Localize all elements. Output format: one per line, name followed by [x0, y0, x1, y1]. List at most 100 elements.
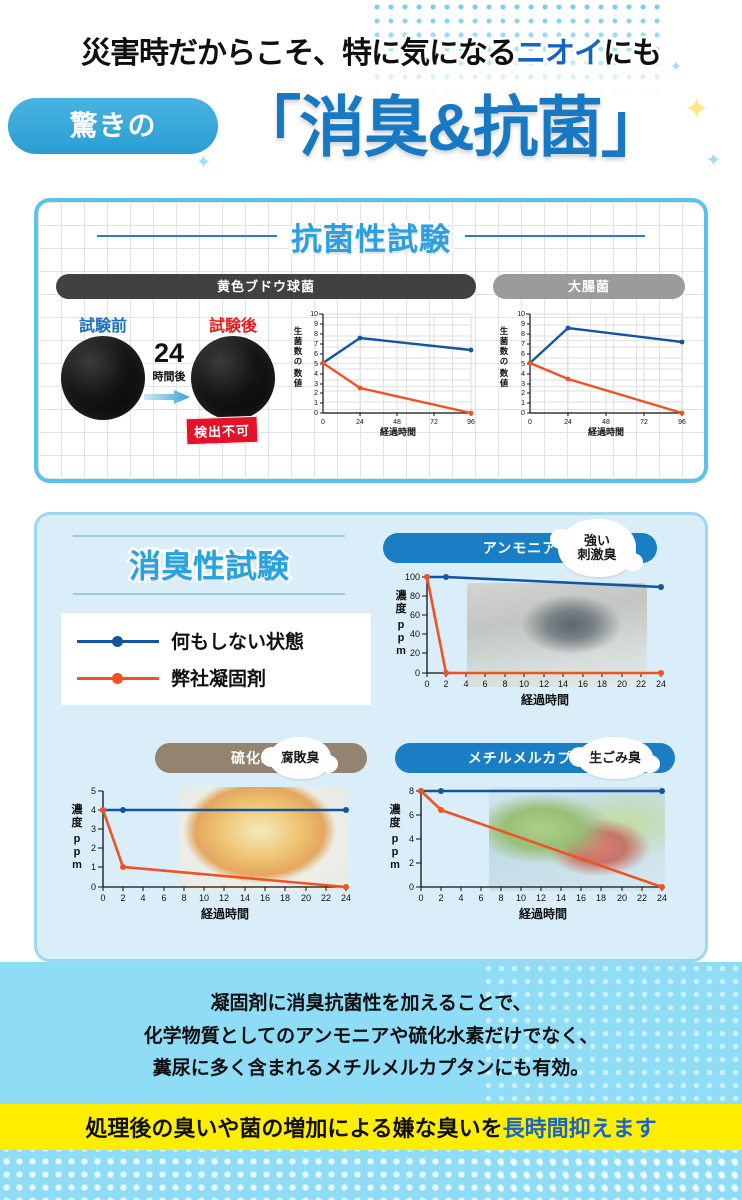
svg-text:p: p [74, 833, 81, 845]
elapsed-hours-unit: 時間後 [152, 371, 186, 383]
svg-text:9: 9 [521, 321, 525, 328]
svg-text:1: 1 [91, 862, 96, 872]
svg-text:0: 0 [415, 668, 420, 678]
svg-text:0: 0 [521, 410, 525, 417]
svg-text:24: 24 [341, 893, 351, 903]
summary-line-2: 化学物質としてのアンモニアや硫化水素だけでなく、 [143, 1025, 599, 1047]
svg-text:12: 12 [219, 893, 229, 903]
svg-text:生: 生 [500, 326, 509, 336]
svg-text:0: 0 [321, 419, 325, 426]
svg-text:22: 22 [637, 893, 647, 903]
sparkle-icon: ✦ [706, 150, 722, 170]
svg-text:0: 0 [100, 893, 105, 903]
petri-dish-before-image [61, 336, 145, 420]
svg-text:80: 80 [410, 591, 420, 601]
svg-text:濃: 濃 [390, 802, 402, 816]
svg-text:96: 96 [678, 419, 686, 426]
summary-text: 凝固剤に消臭抗菌性を加えることで、 化学物質としてのアンモニアや硫化水素だけでな… [0, 988, 742, 1086]
legend-line-icon [77, 635, 159, 647]
chart-legend: 何もしない状態 弊社凝固剤 [61, 613, 371, 705]
svg-text:14: 14 [240, 893, 250, 903]
divider-right [465, 235, 645, 237]
svg-text:2: 2 [409, 858, 414, 868]
svg-text:12: 12 [536, 893, 546, 903]
bottom-summary-area: 凝固剤に消臭抗菌性を加えることで、 化学物質としてのアンモニアや硫化水素だけでな… [0, 962, 742, 1200]
svg-text:6: 6 [409, 810, 414, 820]
svg-text:2: 2 [443, 679, 448, 689]
svg-text:20: 20 [617, 679, 627, 689]
svg-text:の: の [500, 356, 509, 366]
svg-text:10: 10 [310, 311, 318, 318]
bubble-line-2: 刺激臭 [577, 547, 617, 562]
petri-dish-after-image [191, 336, 275, 420]
svg-text:度: 度 [396, 601, 408, 615]
svg-text:6: 6 [478, 893, 483, 903]
svg-text:6: 6 [521, 351, 525, 358]
odoroki-pill: 驚きの [8, 98, 218, 154]
salad-photo [489, 787, 665, 891]
svg-text:数: 数 [294, 346, 303, 356]
svg-text:22: 22 [321, 893, 331, 903]
svg-text:8: 8 [521, 331, 525, 338]
svg-text:p: p [398, 632, 405, 644]
svg-text:4: 4 [409, 834, 414, 844]
svg-text:24: 24 [657, 893, 667, 903]
legend-item-product: 弊社凝固剤 [77, 664, 371, 691]
summary-line-1: 凝固剤に消臭抗菌性を加えることで、 [210, 993, 532, 1014]
svg-text:2: 2 [91, 843, 96, 853]
svg-text:0: 0 [424, 679, 429, 689]
svg-text:9: 9 [314, 321, 318, 328]
svg-text:7: 7 [314, 341, 318, 348]
svg-text:5: 5 [91, 786, 96, 796]
bubble-line-1: 強い [583, 532, 610, 548]
svg-text:72: 72 [640, 419, 648, 426]
svg-text:経過時間: 経過時間 [588, 426, 624, 437]
svg-text:経過時間: 経過時間 [519, 906, 567, 921]
arrow-right-icon [144, 390, 190, 404]
svg-text:3: 3 [314, 381, 318, 388]
svg-text:値: 値 [499, 378, 509, 388]
page-title: 「消臭&抗菌」 [231, 86, 671, 168]
legend-line-icon [77, 672, 159, 684]
svg-text:4: 4 [314, 371, 318, 378]
svg-text:1: 1 [314, 400, 318, 407]
headline-highlight: ニオイ [514, 35, 607, 73]
svg-text:2: 2 [120, 893, 125, 903]
svg-text:14: 14 [558, 679, 568, 689]
svg-text:8: 8 [181, 893, 186, 903]
methyl-mercaptan-odor-bubble: 生ごみ臭 [569, 737, 660, 779]
svg-text:8: 8 [314, 331, 318, 338]
svg-text:4: 4 [463, 679, 468, 689]
ammonia-odor-bubble: 強い 刺激臭 [550, 519, 643, 577]
svg-text:6: 6 [161, 893, 166, 903]
divider-left [97, 235, 277, 237]
svg-text:の: の [294, 356, 303, 366]
svg-text:14: 14 [556, 893, 566, 903]
svg-text:値: 値 [293, 378, 303, 388]
after-label: 試験後 [208, 318, 257, 335]
svg-text:0: 0 [418, 893, 423, 903]
svg-text:72: 72 [430, 419, 438, 426]
svg-text:18: 18 [280, 893, 290, 903]
svg-text:4: 4 [521, 371, 525, 378]
svg-text:18: 18 [597, 679, 607, 689]
svg-text:22: 22 [636, 679, 646, 689]
svg-text:2: 2 [438, 893, 443, 903]
svg-text:0: 0 [91, 882, 96, 892]
divider-top [73, 535, 345, 537]
headline-part-2: にも [601, 35, 665, 73]
highlight-band-text: 処理後の臭いや菌の増加による嫌な臭いを長時間抑えます [85, 1111, 656, 1143]
svg-text:12: 12 [539, 679, 549, 689]
deodorize-test-panel: 消臭性試験 何もしない状態 弊社凝固剤 アンモニア 強い 刺激臭 [34, 512, 708, 962]
svg-text:24: 24 [356, 419, 364, 426]
section-title-antibacterial: 抗菌性試験 [289, 219, 453, 259]
antibacterial-test-panel: 抗菌性試験 黄色ブドウ球菌 大腸菌 試験前 試験後 24 時間後 検出不可 [34, 198, 708, 483]
svg-text:経過時間: 経過時間 [201, 906, 249, 921]
svg-text:16: 16 [578, 679, 588, 689]
svg-text:3: 3 [521, 381, 525, 388]
sparkle-icon: ✦ [670, 58, 682, 74]
svg-text:24: 24 [564, 419, 572, 426]
sparkle-icon: ✦ [196, 152, 212, 172]
svg-text:m: m [396, 645, 406, 657]
